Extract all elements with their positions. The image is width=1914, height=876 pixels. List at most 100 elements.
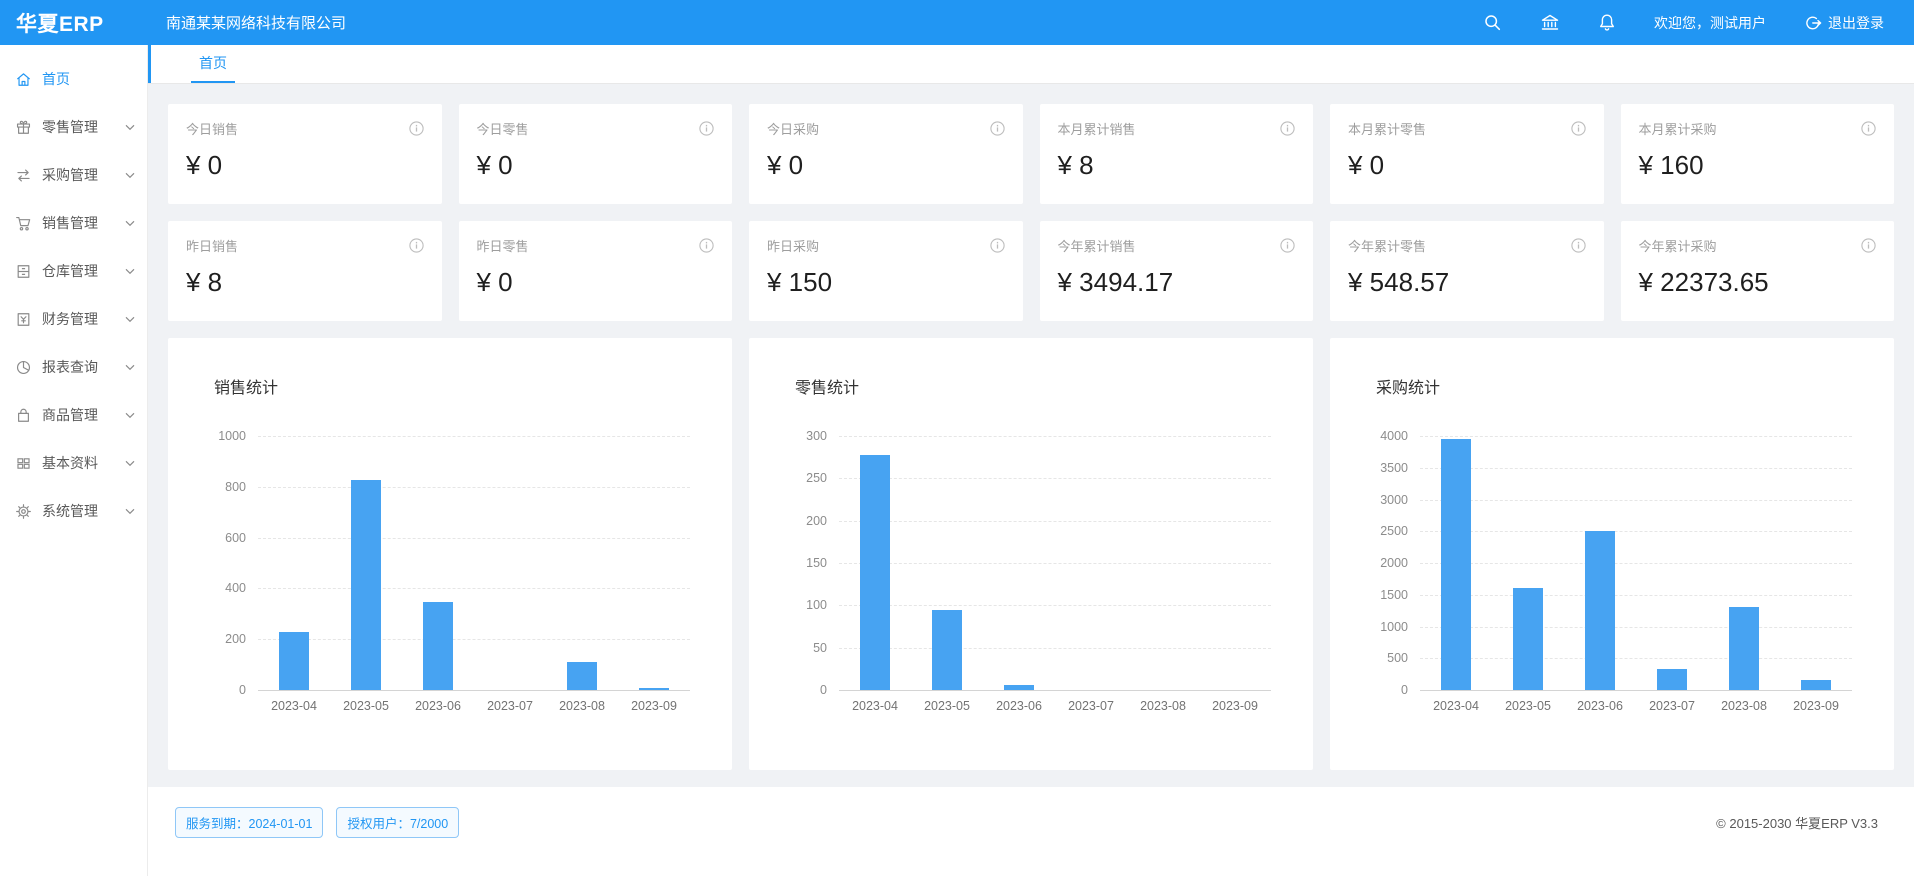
bar bbox=[1801, 680, 1831, 690]
stat-cards-grid: 今日销售 ¥ 0 今日零售 ¥ 0 bbox=[168, 104, 1894, 321]
stat-value: ¥ 0 bbox=[186, 150, 223, 180]
sidebar-item-label: 采购管理 bbox=[42, 167, 98, 183]
x-axis-tick-label: 2023-06 bbox=[415, 699, 461, 713]
bar bbox=[639, 687, 669, 690]
chevron-down-icon bbox=[125, 220, 135, 227]
sidebar-item-system[interactable]: 系统管理 bbox=[0, 487, 147, 535]
stat-value: ¥ 22373.65 bbox=[1638, 267, 1769, 297]
stat-value: ¥ 160 bbox=[1638, 150, 1704, 180]
bell-icon[interactable] bbox=[1598, 13, 1616, 32]
info-icon[interactable] bbox=[1280, 121, 1295, 136]
gridline bbox=[1420, 658, 1852, 660]
y-axis-tick-label: 4000 bbox=[1380, 429, 1408, 443]
y-axis-tick-label: 1500 bbox=[1380, 587, 1408, 602]
bar-slot bbox=[1636, 436, 1708, 690]
stat-label: 本月累计销售 bbox=[1057, 122, 1136, 137]
sidebar-item-label: 基本资料 bbox=[42, 455, 98, 471]
x-axis-tick-label: 2023-09 bbox=[1212, 699, 1258, 713]
stat-label: 今年累计采购 bbox=[1638, 239, 1717, 254]
sidebar-item-retail[interactable]: 零售管理 bbox=[0, 103, 147, 151]
sidebar-item-reports[interactable]: 报表查询 bbox=[0, 343, 147, 391]
stat-value: ¥ 150 bbox=[767, 267, 833, 297]
sidebar-item-purchase[interactable]: 采购管理 bbox=[0, 151, 147, 199]
bar-slot bbox=[1708, 436, 1780, 690]
sidebar-item-products[interactable]: 商品管理 bbox=[0, 391, 147, 439]
bar-slot bbox=[474, 436, 546, 690]
gridline bbox=[1420, 499, 1852, 501]
search-icon[interactable] bbox=[1483, 13, 1502, 32]
y-axis-tick-label: 3500 bbox=[1380, 460, 1408, 475]
x-axis-tick-label: 2023-06 bbox=[1577, 699, 1623, 713]
sidebar-item-sales[interactable]: 销售管理 bbox=[0, 199, 147, 247]
gridline bbox=[839, 478, 1271, 480]
pie-chart-icon bbox=[15, 359, 32, 376]
gridline bbox=[1420, 626, 1852, 628]
y-axis-tick-label: 50 bbox=[813, 640, 827, 655]
tab-home[interactable]: 首页 bbox=[191, 45, 235, 83]
info-icon[interactable] bbox=[699, 121, 714, 136]
copyright-text: © 2015-2030 华夏ERP V3.3 bbox=[1716, 816, 1878, 831]
user-welcome[interactable]: 欢迎您，测试用户 bbox=[1654, 14, 1766, 31]
sidebar-item-home[interactable]: 首页 bbox=[0, 55, 147, 103]
sidebar-item-label: 零售管理 bbox=[42, 119, 98, 135]
tabbar-accent bbox=[148, 45, 151, 83]
bar bbox=[1729, 607, 1759, 690]
info-icon[interactable] bbox=[1570, 238, 1586, 253]
sidebar-item-finance[interactable]: 财务管理 bbox=[0, 295, 147, 343]
stat-label: 本月累计采购 bbox=[1638, 122, 1717, 137]
stat-card: 今日销售 ¥ 0 bbox=[168, 104, 442, 204]
bank-icon[interactable] bbox=[1540, 13, 1560, 32]
chart-card-retail: 零售统计 0 50 100 150 200 250 300 2023-04 2023-05 202… bbox=[749, 338, 1313, 770]
info-icon[interactable] bbox=[1861, 238, 1876, 253]
info-icon[interactable] bbox=[408, 121, 424, 136]
finance-icon bbox=[15, 311, 32, 328]
sidebar-item-basic-data[interactable]: 基本资料 bbox=[0, 439, 147, 487]
chevron-down-icon bbox=[125, 124, 135, 131]
chevron-down-icon bbox=[125, 508, 135, 515]
stat-card: 昨日销售 ¥ 8 bbox=[168, 221, 442, 321]
stat-value: ¥ 3494.17 bbox=[1057, 267, 1174, 297]
stat-card: 今年累计销售 ¥ 3494.17 bbox=[1039, 221, 1313, 321]
stat-label: 昨日销售 bbox=[186, 239, 239, 254]
sidebar-item-label: 仓库管理 bbox=[42, 263, 98, 279]
bar-slot bbox=[1780, 436, 1852, 690]
sidebar-item-warehouse[interactable]: 仓库管理 bbox=[0, 247, 147, 295]
y-axis-tick-label: 2000 bbox=[1380, 556, 1408, 570]
stat-label: 今日采购 bbox=[767, 122, 820, 137]
y-axis-tick-label: 400 bbox=[225, 581, 246, 596]
info-icon[interactable] bbox=[1280, 238, 1295, 253]
bar bbox=[423, 602, 453, 690]
y-axis-tick-label: 200 bbox=[806, 513, 827, 528]
x-axis-tick-label: 2023-09 bbox=[1793, 699, 1839, 713]
app-logo: 华夏ERP bbox=[16, 12, 104, 36]
gridline bbox=[1420, 563, 1852, 564]
info-icon[interactable] bbox=[1570, 121, 1586, 136]
stat-value: ¥ 8 bbox=[1057, 150, 1094, 180]
main-content: 今日销售 ¥ 0 今日零售 ¥ 0 bbox=[148, 84, 1914, 876]
y-axis-tick-label: 200 bbox=[225, 632, 246, 647]
bar-slot bbox=[983, 436, 1055, 690]
info-icon[interactable] bbox=[989, 121, 1005, 136]
stat-value: ¥ 8 bbox=[186, 267, 223, 297]
bar-slot bbox=[402, 436, 474, 690]
gridline bbox=[258, 588, 690, 590]
gridline bbox=[1420, 436, 1852, 437]
page-footer: 服务到期：2024-01-01 授权用户：7/2000 © 2015-2030 … bbox=[148, 787, 1914, 876]
bar bbox=[1513, 588, 1543, 690]
licensed-users-badge: 授权用户：7/2000 bbox=[336, 807, 460, 838]
bar bbox=[1441, 439, 1471, 690]
x-axis-tick-label: 2023-04 bbox=[852, 699, 898, 713]
bar-slot bbox=[1199, 436, 1271, 690]
info-icon[interactable] bbox=[989, 238, 1005, 253]
stat-card: 昨日采购 ¥ 150 bbox=[749, 221, 1023, 321]
sales-bar-chart: 0 200 400 600 800 1000 2023-04 2023-05 2023-06 20… bbox=[192, 429, 708, 752]
chevron-down-icon bbox=[125, 364, 135, 371]
info-icon[interactable] bbox=[699, 238, 714, 253]
info-icon[interactable] bbox=[1861, 121, 1876, 136]
info-icon[interactable] bbox=[408, 238, 424, 253]
x-axis-tick-label: 2023-05 bbox=[1505, 699, 1551, 713]
chevron-down-icon bbox=[125, 316, 135, 323]
logout-button[interactable]: 退出登录 bbox=[1804, 13, 1884, 33]
stat-card: 本月累计销售 ¥ 8 bbox=[1039, 104, 1313, 204]
bar bbox=[1004, 684, 1034, 690]
